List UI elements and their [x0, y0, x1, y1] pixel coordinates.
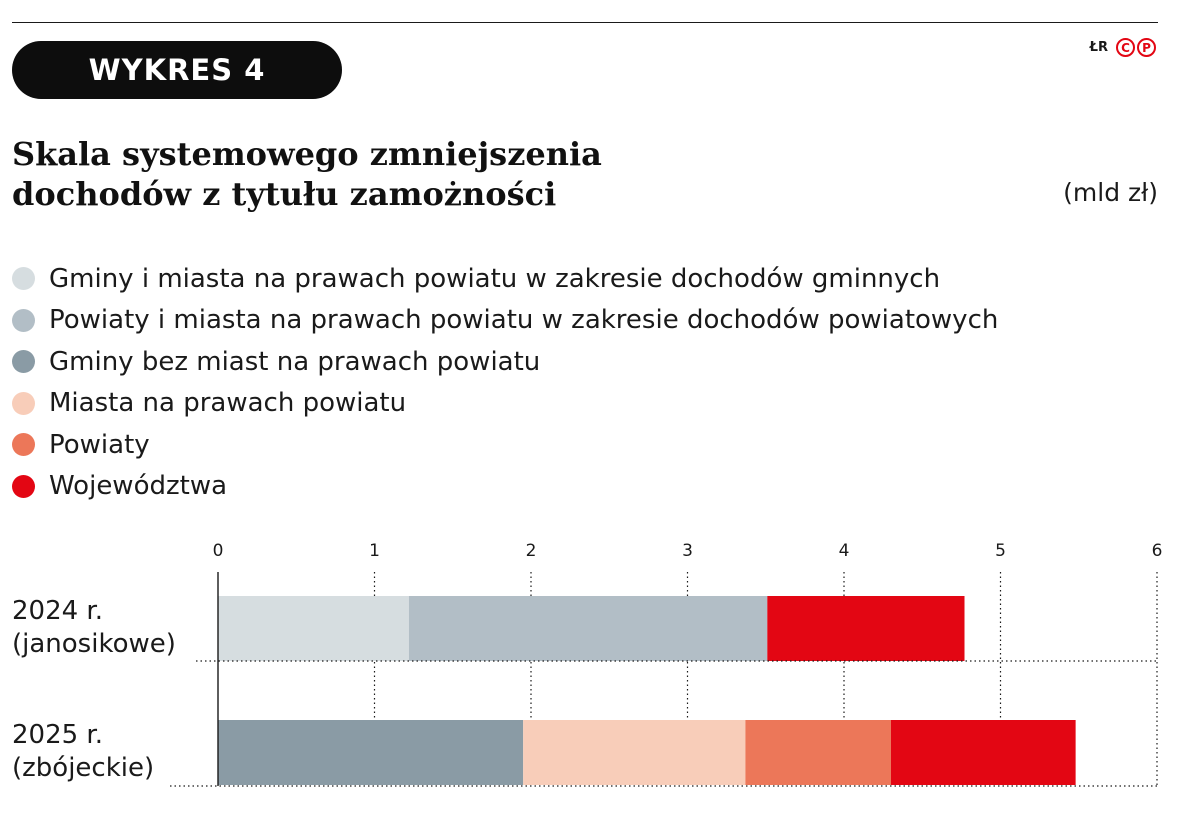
legend-item: Gminy i miasta na prawach powiatu w zakr… — [12, 258, 998, 300]
legend-swatch — [12, 433, 35, 457]
chart-title: Skala systemowego zmniejszenia dochodów … — [12, 134, 812, 214]
category-label: (zbójeckie) — [12, 753, 154, 783]
legend-label: Powiaty i miasta na prawach powiatu w za… — [49, 305, 999, 336]
x-tick-label: 5 — [995, 541, 1006, 561]
x-tick-label: 3 — [682, 541, 693, 561]
bar-segment — [890, 720, 1076, 785]
legend-swatch — [12, 391, 35, 415]
logo-p-icon: P — [1137, 38, 1156, 57]
x-tick-label: 2 — [526, 541, 537, 561]
x-tick-label: 6 — [1152, 541, 1163, 561]
chart-title-line-1: Skala systemowego zmniejszenia — [12, 135, 602, 173]
legend-label: Województwa — [49, 471, 228, 502]
stacked-bar-chart: 0 1 2 3 4 5 6 2024 r.(janosikowe) 2025 r.(zbójec… — [12, 541, 1163, 787]
bar-segment — [408, 596, 768, 661]
publisher-logo: ŁR C P — [1090, 38, 1156, 57]
bar-segment — [218, 596, 409, 661]
legend-swatch — [12, 308, 35, 332]
logo-c-icon: C — [1116, 38, 1135, 57]
legend-item: Miasta na prawach powiatu — [12, 383, 998, 425]
bar-segment — [767, 596, 965, 661]
author-initials: ŁR — [1089, 40, 1108, 55]
legend-label: Powiaty — [49, 429, 150, 460]
chart-title-line-2: dochodów z tytułu zamożności — [12, 175, 557, 213]
legend-item: Powiaty — [12, 424, 998, 466]
legend-label: Gminy bez miast na prawach powiatu — [49, 346, 541, 377]
chart-badge: WYKRES 4 — [12, 41, 342, 99]
legend-label: Gminy i miasta na prawach powiatu w zakr… — [49, 263, 941, 294]
category-label: 2025 r. — [12, 720, 103, 750]
bar-segment — [218, 720, 524, 785]
category-label: 2024 r. — [12, 596, 103, 626]
category-label: (janosikowe) — [12, 629, 176, 659]
legend-swatch — [12, 267, 35, 291]
unit-label: (mld zł) — [1063, 178, 1158, 207]
legend-swatch — [12, 350, 35, 374]
legend-swatch — [12, 474, 35, 498]
legend-label: Miasta na prawach powiatu — [49, 388, 407, 419]
chart-legend: Gminy i miasta na prawach powiatu w zakr… — [12, 258, 998, 507]
legend-item: Gminy bez miast na prawach powiatu — [12, 341, 998, 383]
bar-segment — [745, 720, 891, 785]
x-tick-label: 4 — [839, 541, 850, 561]
badge-label: WYKRES 4 — [88, 53, 266, 87]
top-rule — [12, 22, 1158, 23]
bar-segment — [523, 720, 746, 785]
legend-item: Powiaty i miasta na prawach powiatu w za… — [12, 300, 998, 342]
x-tick-label: 1 — [369, 541, 380, 561]
x-tick-label: 0 — [213, 541, 224, 561]
legend-item: Województwa — [12, 466, 998, 508]
